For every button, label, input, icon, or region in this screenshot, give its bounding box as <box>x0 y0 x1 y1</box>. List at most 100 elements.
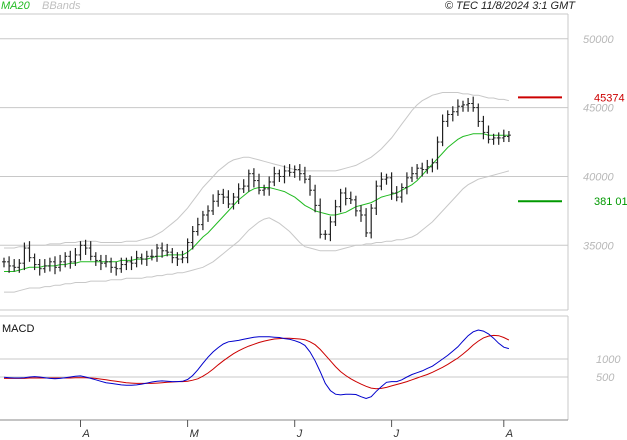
ohlc-bar <box>114 261 119 276</box>
copyright-text: © TEC 11/8/2024 3:1 GMT <box>445 0 576 12</box>
legend-bbands: BBands <box>42 0 81 12</box>
month-tick-label: A <box>505 428 513 440</box>
ohlc-bar <box>450 106 455 122</box>
ohlc-bar <box>7 256 12 273</box>
ohlc-bar <box>144 250 149 266</box>
ohlc-bar <box>216 190 221 207</box>
price-tick-label: 35000 <box>583 240 614 252</box>
macd-tick-label: 500 <box>596 372 615 384</box>
ohlc-bar <box>78 241 83 261</box>
ohlc-bar <box>17 259 22 273</box>
ohlc-bar <box>297 164 302 181</box>
support-level-label: 381 01 <box>594 196 627 208</box>
macd-line <box>3 329 510 400</box>
ohlc-bar <box>287 164 292 177</box>
ohlc-bar <box>364 208 369 238</box>
ohlc-bar <box>328 216 333 242</box>
ohlc-bar <box>241 179 246 193</box>
macd-tick-label: 1000 <box>596 354 621 366</box>
ohlc-bar <box>338 188 343 213</box>
ohlc-bar <box>394 186 399 202</box>
price-panel <box>2 92 562 293</box>
ohlc-bar <box>445 110 450 127</box>
ohlc-bar <box>389 172 394 200</box>
ohlc-bar <box>399 183 404 203</box>
ohlc-bar <box>155 243 159 262</box>
ohlc-bar <box>93 252 98 266</box>
ohlc-bar <box>185 238 190 264</box>
ohlc-bar <box>2 257 6 268</box>
ohlc-bar <box>104 254 108 268</box>
ohlc-bar <box>430 158 435 173</box>
ohlc-bar <box>282 165 287 184</box>
ohlc-bar <box>302 166 307 184</box>
ohlc-bar <box>359 205 363 222</box>
ohlc-bar <box>323 230 328 240</box>
ohlc-bar <box>466 97 471 112</box>
ohlc-bar <box>404 172 409 195</box>
ohlc-bar <box>109 257 114 273</box>
ohlc-bar <box>149 249 154 261</box>
ohlc-bar <box>410 166 414 182</box>
ohlc-bar <box>384 173 389 185</box>
legend-ma20: MA20 <box>1 0 31 12</box>
ohlc-bar <box>53 256 57 275</box>
bband-lower-line <box>4 170 510 293</box>
month-tick-label: J <box>296 428 303 440</box>
ohlc-bar <box>379 172 384 191</box>
ohlc-bar <box>47 257 52 272</box>
ohlc-bar <box>353 195 358 217</box>
ohlc-bar <box>374 180 379 216</box>
ohlc-bar <box>308 175 312 196</box>
ohlc-bar <box>12 259 17 272</box>
ohlc-bar <box>476 103 481 127</box>
ohlc-bar <box>292 165 297 178</box>
ohlc-bar <box>425 159 430 174</box>
ohlc-bar <box>37 259 42 276</box>
ohlc-bar <box>491 133 496 145</box>
ohlc-bar <box>313 184 318 213</box>
bband-upper-line <box>4 92 510 249</box>
ohlc-bar <box>267 176 272 196</box>
macd-panel <box>3 329 510 400</box>
ohlc-bar <box>170 248 175 264</box>
ohlc-bar <box>272 166 277 187</box>
ohlc-bar <box>195 217 200 236</box>
ohlc-bar <box>129 256 134 271</box>
ohlc-bar <box>318 198 323 239</box>
ohlc-bar <box>211 194 216 216</box>
month-tick-label: A <box>82 428 90 440</box>
ohlc-bar <box>206 205 210 222</box>
ohlc-bar <box>343 187 348 206</box>
chart-frame <box>0 13 569 427</box>
ohlc-bar <box>58 254 63 272</box>
resistance-level-label: 45374 <box>594 92 625 104</box>
ohlc-bar <box>68 250 73 269</box>
ohlc-bar <box>98 254 103 271</box>
ma20-line <box>4 133 509 272</box>
ohlc-bar <box>139 253 144 265</box>
macd-signal-line <box>4 334 510 390</box>
ohlc-bar <box>165 243 170 257</box>
month-tick-label: M <box>190 428 200 440</box>
ohlc-bar <box>231 192 236 210</box>
ohlc-bar <box>124 257 129 271</box>
ohlc-bar <box>221 188 226 204</box>
ohlc-bar <box>190 226 195 250</box>
ohlc-bar <box>27 241 32 262</box>
ohlc-bar <box>88 241 93 261</box>
ohlc-bar <box>415 164 420 180</box>
ohlc-bar <box>22 242 27 271</box>
ohlc-bar <box>42 259 47 273</box>
ohlc-bar <box>333 199 338 227</box>
ohlc-bar <box>471 96 476 112</box>
ohlc-bar <box>236 183 241 204</box>
ohlc-bar <box>134 250 139 268</box>
price-tick-label: 50000 <box>583 34 614 46</box>
ohlc-bar <box>246 169 251 192</box>
ohlc-bar <box>119 257 124 273</box>
ohlc-bar <box>200 210 205 231</box>
ohlc-bar <box>506 131 511 143</box>
